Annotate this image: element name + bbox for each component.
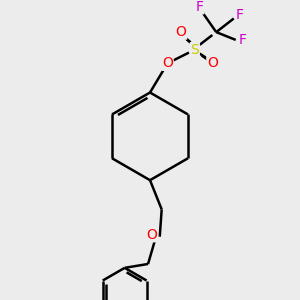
Text: O: O (146, 228, 158, 242)
Text: O: O (207, 56, 218, 70)
Text: S: S (190, 43, 199, 57)
Text: O: O (162, 56, 173, 70)
Text: F: F (238, 33, 247, 47)
Text: F: F (196, 0, 204, 14)
Text: O: O (176, 25, 187, 39)
Text: F: F (236, 8, 244, 22)
